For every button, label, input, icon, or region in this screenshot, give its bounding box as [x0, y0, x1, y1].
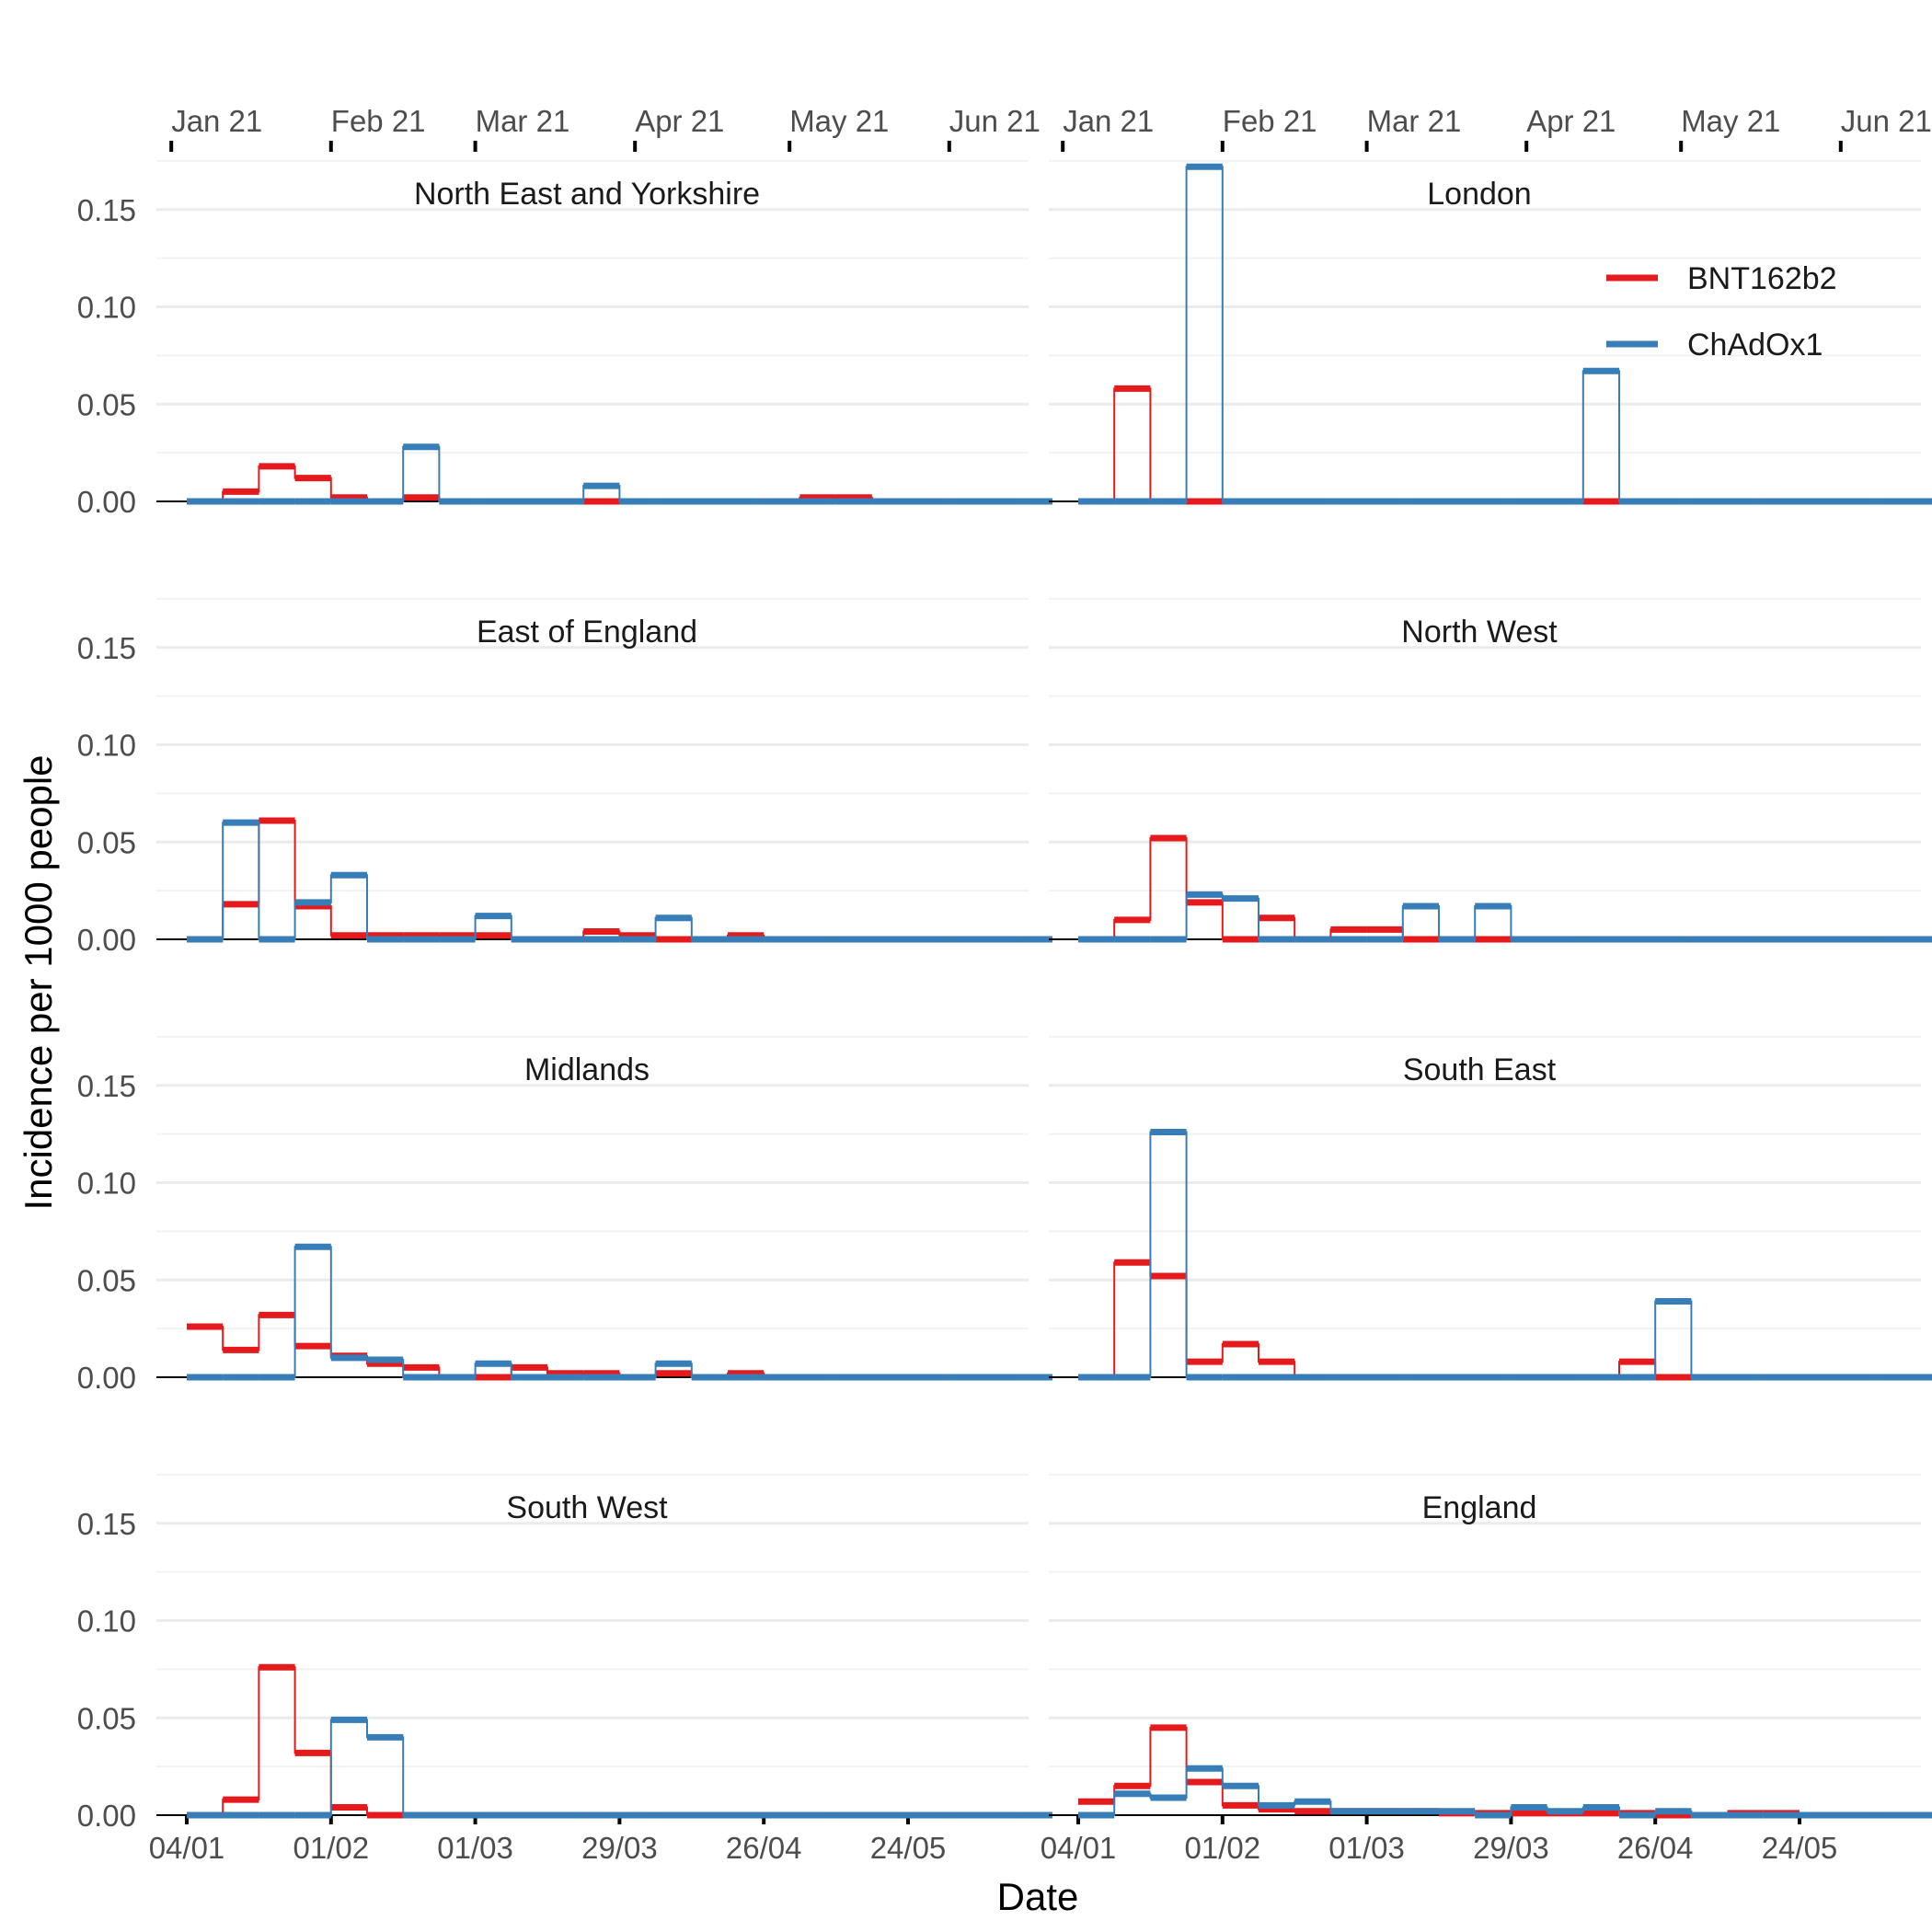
y-tick-label: 0.05 [77, 1701, 136, 1735]
y-tick-label: 0.15 [77, 631, 136, 665]
panel-2: London Jan 21 Feb 21 Mar 21 Apr 21 May 21 Jun … [1049, 104, 1932, 505]
panel-title: England [1422, 1490, 1537, 1525]
series-step-line [187, 822, 1052, 940]
panel-3: 0.00 0.05 0.10 0.15 East of England [77, 597, 1052, 957]
panel-8: England 04/01 01/02 01/03 29/03 26/04 24/05 [1041, 1473, 1932, 1865]
y-tick-label: 0.10 [77, 729, 136, 763]
y-tick-label: 0.05 [77, 1263, 136, 1297]
y-tick-label: 0.10 [77, 1604, 136, 1639]
x-bottom-tick-label: 01/03 [1328, 1831, 1405, 1865]
panel-1: 0.00 0.05 0.10 0.15 North East and Yorkshire… [77, 104, 1052, 519]
x-bottom-tick-label: 29/03 [581, 1831, 658, 1865]
series-chadox1 [187, 443, 1052, 505]
x-top-tick-label: Feb 21 [331, 104, 426, 138]
y-tick-label: 0.10 [77, 1167, 136, 1201]
x-top-tick-label: Jan 21 [1063, 104, 1154, 138]
x-top-tick-label: May 21 [1681, 104, 1780, 138]
series-chadox1 [1078, 1129, 1932, 1381]
series-chadox1 [1078, 891, 1932, 943]
panel-7: 0.00 0.05 0.10 0.15 South West 04/01 01/02 01/0… [77, 1473, 1052, 1865]
x-bottom-tick-label: 04/01 [1041, 1831, 1117, 1865]
y-tick-label: 0.15 [77, 193, 136, 227]
x-top-tick-label: Jun 21 [949, 104, 1041, 138]
x-bottom-tick-label: 24/05 [870, 1831, 947, 1865]
y-tick-label: 0.00 [77, 1799, 136, 1833]
x-top-tick-label: Mar 21 [476, 104, 570, 138]
legend-label: ChAdOx1 [1687, 328, 1823, 362]
legend: BNT162b2 ChAdOx1 [1606, 261, 1837, 362]
panel-5: 0.00 0.05 0.10 0.15 Midlands [77, 1035, 1052, 1395]
x-axis-title: Date [997, 1875, 1079, 1918]
series-step-line [187, 1719, 1052, 1816]
x-bottom-tick-label: 29/03 [1473, 1831, 1549, 1865]
x-top-tick-label: Apr 21 [1526, 104, 1616, 138]
panel-title: London [1427, 177, 1531, 212]
panel-title: South West [506, 1490, 668, 1525]
series-chadox1 [187, 819, 1052, 943]
series-step-line [187, 819, 1052, 940]
x-top-tick-label: Apr 21 [635, 104, 724, 138]
y-tick-label: 0.05 [77, 825, 136, 859]
x-bottom-tick-label: 01/03 [437, 1831, 513, 1865]
x-top-tick-label: Jan 21 [171, 104, 262, 138]
panel-title: North East and Yorkshire [414, 177, 760, 212]
series-chadox1 [1078, 163, 1932, 505]
x-bottom-tick-label: 24/05 [1762, 1831, 1838, 1865]
series-step-line [187, 1666, 1052, 1816]
x-top-tick-label: Mar 21 [1367, 104, 1462, 138]
series-bnt162b2 [187, 1311, 1052, 1381]
series-bnt162b2 [187, 1663, 1052, 1819]
panel-title: East of England [477, 615, 697, 650]
series-step-line [1078, 1131, 1932, 1378]
x-bottom-tick-label: 26/04 [1617, 1831, 1694, 1865]
series-step-line [187, 445, 1052, 502]
y-tick-label: 0.10 [77, 291, 136, 325]
series-bnt162b2 [187, 817, 1052, 943]
series-bnt162b2 [1078, 834, 1932, 943]
series-chadox1 [187, 1243, 1052, 1381]
y-tick-label: 0.15 [77, 1069, 136, 1103]
x-top-tick-label: Feb 21 [1223, 104, 1317, 138]
y-tick-label: 0.00 [77, 485, 136, 519]
series-chadox1 [1078, 1765, 1932, 1819]
y-axis-title: Incidence per 1000 people [17, 754, 60, 1210]
x-bottom-tick-label: 01/02 [293, 1831, 370, 1865]
y-tick-label: 0.15 [77, 1507, 136, 1541]
panels-layer: 0.00 0.05 0.10 0.15 North East and Yorkshire… [77, 104, 1932, 1865]
y-tick-label: 0.00 [77, 1361, 136, 1395]
series-step-line [1078, 1767, 1932, 1816]
legend-entry: ChAdOx1 [1606, 328, 1823, 362]
panel-4: North West [1049, 597, 1932, 943]
legend-label: BNT162b2 [1687, 261, 1837, 296]
panel-title: Midlands [524, 1052, 650, 1087]
panel-6: South East [1049, 1035, 1932, 1381]
panel-title: South East [1403, 1052, 1557, 1087]
x-top-tick-label: May 21 [789, 104, 889, 138]
x-bottom-tick-label: 04/01 [149, 1831, 225, 1865]
x-bottom-tick-label: 01/02 [1185, 1831, 1261, 1865]
x-top-tick-label: Jun 21 [1841, 104, 1932, 138]
y-tick-label: 0.00 [77, 923, 136, 957]
series-chadox1 [187, 1716, 1052, 1819]
legend-entry: BNT162b2 [1606, 261, 1837, 296]
y-tick-label: 0.05 [77, 387, 136, 421]
series-step-line [187, 1246, 1052, 1378]
panel-title: North West [1401, 615, 1558, 650]
series-step-line [1078, 837, 1932, 940]
x-bottom-tick-label: 26/04 [726, 1831, 802, 1865]
